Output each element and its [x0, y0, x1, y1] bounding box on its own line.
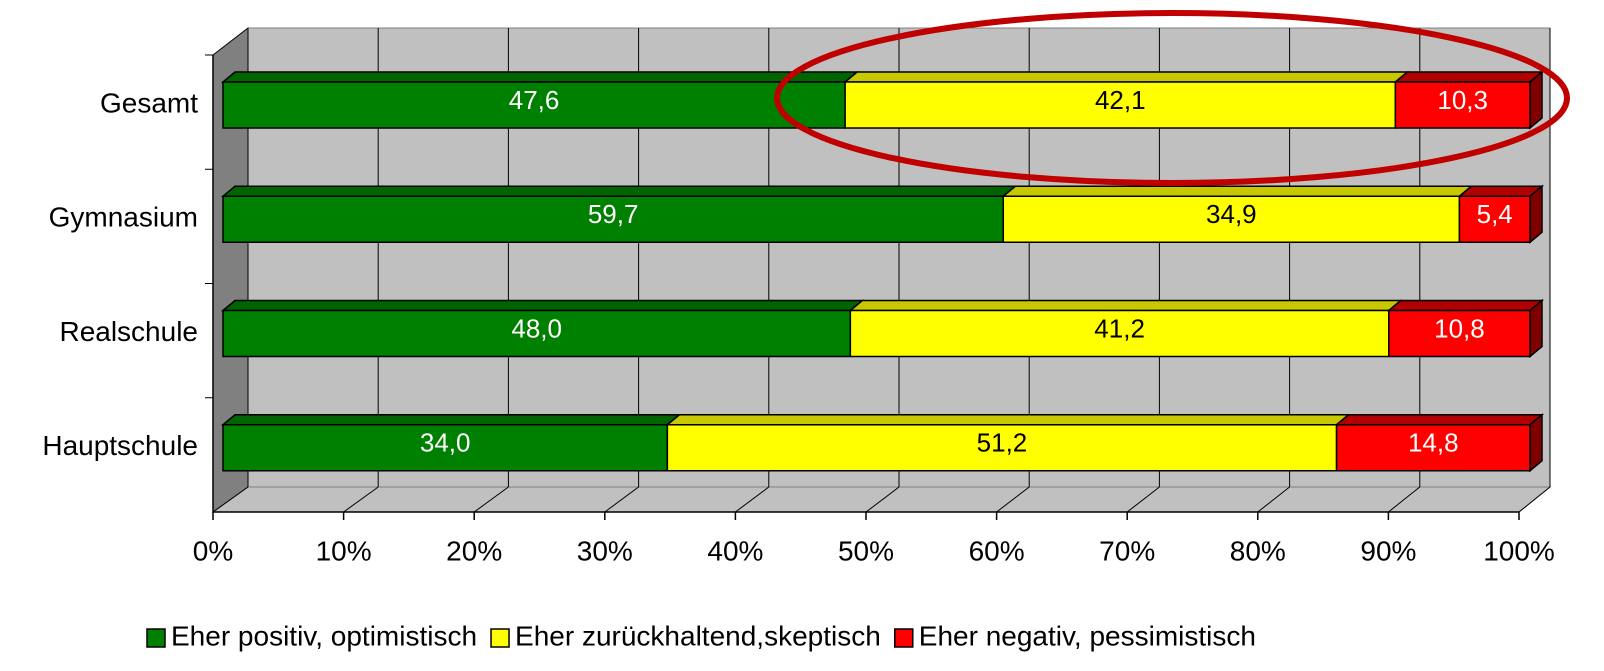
x-tick-label: 30%	[577, 535, 633, 566]
data-label: 10,3	[1437, 85, 1488, 115]
legend-label: Eher negativ, pessimistisch	[919, 620, 1256, 651]
floor-grid-line	[1126, 486, 1160, 513]
data-label: 51,2	[977, 428, 1028, 458]
bar-top	[1334, 414, 1545, 426]
data-label: 48,0	[511, 313, 562, 343]
bar	[1394, 81, 1531, 129]
floor-grid-line	[1518, 486, 1551, 513]
data-label: 10,8	[1434, 313, 1485, 343]
data-label: 41,2	[1094, 313, 1145, 343]
floor-grid-line	[604, 486, 639, 513]
bar-top	[843, 71, 1410, 83]
bar-top	[220, 185, 1018, 197]
bar	[849, 309, 1390, 358]
floor-grid-line	[865, 486, 900, 513]
bar-top	[220, 414, 682, 426]
bar-top	[1393, 71, 1545, 83]
legend-swatch	[490, 628, 510, 648]
data-label: 42,1	[1095, 85, 1146, 115]
bar	[222, 195, 1005, 243]
x-tick-label: 100%	[1483, 535, 1555, 566]
data-label: 59,7	[588, 199, 639, 229]
legend-label: Eher zurückhaltend,skeptisch	[515, 620, 881, 651]
x-tick-label: 70%	[1099, 535, 1155, 566]
bar-top	[220, 71, 860, 83]
bar-top	[665, 414, 1351, 426]
bar	[1335, 424, 1531, 472]
bar-end	[1529, 184, 1543, 244]
x-tick-label: 50%	[838, 535, 894, 566]
floor-grid-line	[1388, 486, 1421, 513]
bars: 47,6 42,1 10,3 59,7 34,9 5,4 48,0 41,2 10,8 34,0 5…	[220, 70, 1545, 473]
bar-top	[1001, 185, 1474, 197]
legend: Eher positiv, optimistisch Eher zurückhal…	[146, 620, 1256, 651]
y-tick-label: Gesamt	[100, 87, 198, 118]
highlight-ellipse	[774, 10, 1570, 186]
bar-end	[1529, 298, 1543, 359]
x-tick-label: 40%	[707, 535, 763, 566]
bar-top	[220, 299, 865, 312]
floor-grid-line	[343, 486, 379, 513]
bar-end	[1529, 70, 1543, 130]
x-tick-label: 20%	[446, 535, 502, 566]
x-tick-label: 90%	[1360, 535, 1416, 566]
floor-grid-line	[996, 486, 1030, 513]
bar	[844, 81, 1397, 129]
bar	[1388, 309, 1531, 358]
y-tick-label: Hauptschule	[42, 430, 198, 461]
bar	[1002, 195, 1461, 243]
data-label: 47,6	[509, 85, 560, 115]
y-tick-label: Realschule	[59, 316, 198, 347]
x-tick-label: 60%	[969, 535, 1025, 566]
floor-grid-line	[473, 486, 509, 513]
y-tick-label: Gymnasium	[49, 202, 198, 233]
bar-top	[1457, 185, 1545, 197]
bar-top	[848, 299, 1403, 312]
data-label: 14,8	[1408, 428, 1459, 458]
floor-grid-line	[212, 486, 249, 513]
x-tick-label: 10%	[316, 535, 372, 566]
data-label: 5,4	[1477, 199, 1513, 229]
data-label: 34,9	[1206, 199, 1257, 229]
floor	[211, 486, 1552, 513]
legend-swatch	[146, 628, 166, 648]
bar-end	[1529, 413, 1543, 473]
floor-grid-line	[735, 486, 770, 513]
bar	[222, 424, 669, 472]
floor-grid-line	[1257, 486, 1290, 513]
bar-top	[1386, 299, 1545, 312]
bar	[222, 81, 846, 129]
x-tick-label: 80%	[1230, 535, 1286, 566]
bar	[1458, 195, 1531, 243]
bar	[222, 309, 852, 358]
legend-swatch	[894, 628, 914, 648]
x-tick-label: 0%	[193, 535, 233, 566]
data-label: 34,0	[420, 428, 471, 458]
legend-label: Eher positiv, optimistisch	[171, 620, 477, 651]
